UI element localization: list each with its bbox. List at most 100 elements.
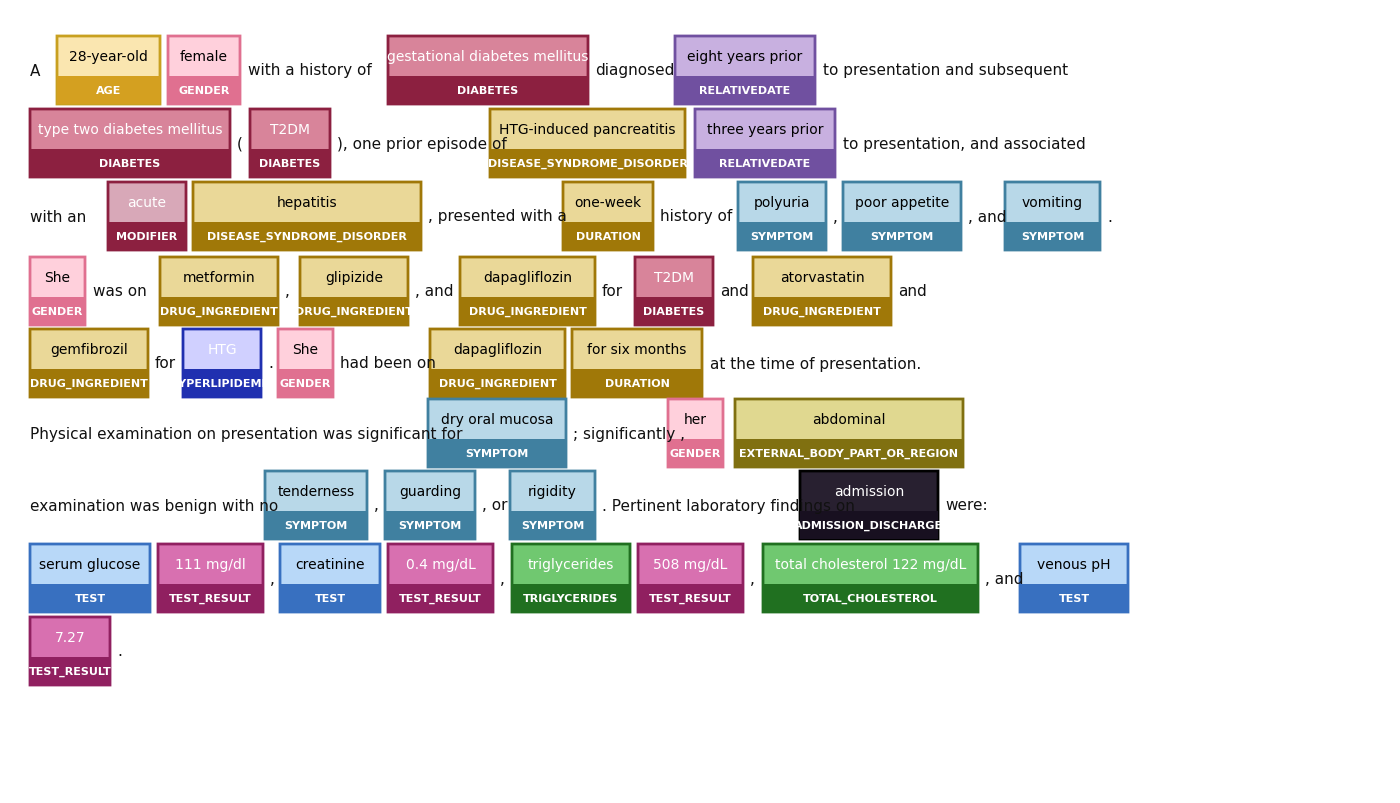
Text: TEST_RESULT: TEST_RESULT bbox=[28, 666, 112, 676]
FancyBboxPatch shape bbox=[29, 585, 150, 612]
FancyBboxPatch shape bbox=[694, 150, 834, 177]
Text: for: for bbox=[155, 356, 176, 371]
FancyBboxPatch shape bbox=[563, 183, 652, 251]
FancyBboxPatch shape bbox=[160, 258, 279, 325]
FancyBboxPatch shape bbox=[388, 77, 588, 105]
Text: DISEASE_SYNDROME_DISORDER: DISEASE_SYNDROME_DISORDER bbox=[487, 159, 687, 169]
Text: rigidity: rigidity bbox=[528, 484, 577, 499]
Text: TEST: TEST bbox=[74, 593, 105, 603]
Text: DISEASE_SYNDROME_DISORDER: DISEASE_SYNDROME_DISORDER bbox=[207, 231, 407, 242]
Text: triglycerides: triglycerides bbox=[528, 557, 615, 571]
FancyBboxPatch shape bbox=[512, 544, 630, 612]
FancyBboxPatch shape bbox=[638, 544, 743, 612]
Text: ; significantly ,: ; significantly , bbox=[573, 426, 685, 441]
Text: her: her bbox=[685, 413, 707, 426]
Bar bbox=[763, 585, 979, 598]
Text: with a history of: with a history of bbox=[248, 63, 372, 79]
FancyBboxPatch shape bbox=[388, 37, 588, 105]
FancyBboxPatch shape bbox=[430, 329, 566, 397]
Text: DRUG_INGREDIENT: DRUG_INGREDIENT bbox=[763, 307, 881, 316]
FancyBboxPatch shape bbox=[1005, 183, 1100, 251]
FancyBboxPatch shape bbox=[29, 657, 111, 685]
FancyBboxPatch shape bbox=[29, 110, 230, 177]
Text: TEST_RESULT: TEST_RESULT bbox=[169, 593, 252, 603]
FancyBboxPatch shape bbox=[29, 298, 85, 325]
Text: ADMISSION_DISCHARGE: ADMISSION_DISCHARGE bbox=[794, 520, 944, 531]
Text: three years prior: three years prior bbox=[707, 123, 823, 137]
FancyBboxPatch shape bbox=[158, 544, 263, 612]
Text: ), one prior episode of: ), one prior episode of bbox=[337, 137, 507, 151]
Text: 508 mg/dL: 508 mg/dL bbox=[654, 557, 728, 571]
Text: hepatitis: hepatitis bbox=[277, 196, 337, 210]
FancyBboxPatch shape bbox=[636, 258, 713, 325]
Text: metformin: metformin bbox=[182, 271, 255, 284]
Text: admission: admission bbox=[834, 484, 904, 499]
Text: and: and bbox=[897, 284, 927, 300]
Text: DIABETES: DIABETES bbox=[458, 86, 518, 96]
FancyBboxPatch shape bbox=[29, 258, 85, 325]
Text: , and: , and bbox=[967, 210, 1007, 224]
FancyBboxPatch shape bbox=[168, 77, 239, 105]
Text: and: and bbox=[720, 284, 749, 300]
Text: 0.4 mg/dL: 0.4 mg/dL bbox=[406, 557, 476, 571]
Bar bbox=[160, 298, 279, 312]
Text: 111 mg/dl: 111 mg/dl bbox=[175, 557, 246, 571]
FancyBboxPatch shape bbox=[193, 222, 421, 251]
Bar bbox=[108, 222, 186, 237]
Text: , or: , or bbox=[482, 498, 507, 513]
Bar bbox=[280, 585, 379, 598]
Text: polyuria: polyuria bbox=[753, 196, 811, 210]
Bar bbox=[694, 150, 834, 164]
FancyBboxPatch shape bbox=[29, 618, 111, 685]
Text: SYMPTOM: SYMPTOM bbox=[871, 232, 934, 242]
Bar bbox=[388, 77, 588, 91]
Bar bbox=[490, 150, 685, 164]
FancyBboxPatch shape bbox=[763, 544, 979, 612]
Text: She: She bbox=[45, 271, 70, 284]
Text: total cholesterol 122 mg/dL: total cholesterol 122 mg/dL bbox=[774, 557, 966, 571]
Text: dapagliflozin: dapagliflozin bbox=[454, 343, 542, 357]
FancyBboxPatch shape bbox=[753, 298, 890, 325]
Text: T2DM: T2DM bbox=[654, 271, 694, 284]
Text: MODIFIER: MODIFIER bbox=[116, 232, 178, 242]
FancyBboxPatch shape bbox=[168, 37, 239, 105]
Bar bbox=[385, 512, 475, 525]
FancyBboxPatch shape bbox=[29, 544, 150, 612]
Bar bbox=[636, 298, 713, 312]
Text: 28-year-old: 28-year-old bbox=[69, 50, 148, 64]
Bar bbox=[638, 585, 743, 598]
FancyBboxPatch shape bbox=[29, 150, 230, 177]
Text: dry oral mucosa: dry oral mucosa bbox=[441, 413, 553, 426]
FancyBboxPatch shape bbox=[385, 471, 475, 540]
Text: Physical examination on presentation was significant for: Physical examination on presentation was… bbox=[29, 426, 462, 441]
FancyBboxPatch shape bbox=[279, 329, 333, 397]
FancyBboxPatch shape bbox=[183, 369, 260, 397]
Text: DRUG_INGREDIENT: DRUG_INGREDIENT bbox=[469, 307, 587, 316]
Bar bbox=[29, 369, 148, 384]
Text: with an: with an bbox=[29, 210, 87, 224]
FancyBboxPatch shape bbox=[158, 585, 263, 612]
Text: vomiting: vomiting bbox=[1022, 196, 1084, 210]
Text: SYMPTOM: SYMPTOM bbox=[1021, 232, 1084, 242]
FancyBboxPatch shape bbox=[265, 512, 367, 540]
Text: .: . bbox=[267, 356, 273, 371]
Text: (: ( bbox=[237, 137, 242, 151]
FancyBboxPatch shape bbox=[300, 298, 407, 325]
Bar bbox=[265, 512, 367, 525]
FancyBboxPatch shape bbox=[57, 77, 160, 105]
FancyBboxPatch shape bbox=[251, 110, 330, 177]
FancyBboxPatch shape bbox=[510, 471, 595, 540]
FancyBboxPatch shape bbox=[461, 258, 595, 325]
Bar bbox=[183, 369, 260, 384]
FancyBboxPatch shape bbox=[385, 512, 475, 540]
Bar bbox=[1005, 222, 1100, 237]
Text: .: . bbox=[1107, 210, 1112, 224]
Text: venous pH: venous pH bbox=[1037, 557, 1110, 571]
Bar bbox=[29, 150, 230, 164]
FancyBboxPatch shape bbox=[636, 298, 713, 325]
Bar bbox=[843, 222, 960, 237]
Text: SYMPTOM: SYMPTOM bbox=[521, 520, 584, 530]
FancyBboxPatch shape bbox=[694, 110, 834, 177]
Text: glipizide: glipizide bbox=[325, 271, 384, 284]
Text: poor appetite: poor appetite bbox=[855, 196, 949, 210]
